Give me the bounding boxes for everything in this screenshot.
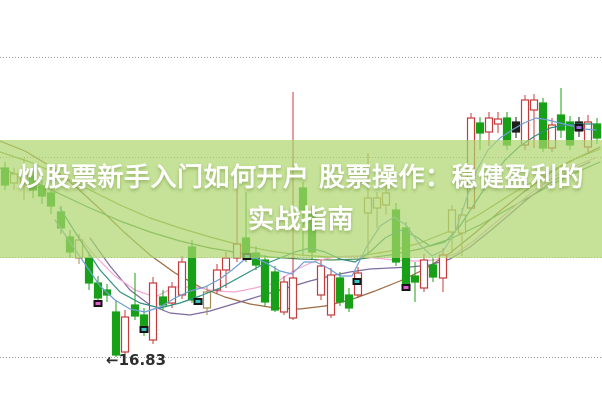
candle-body [493,118,503,125]
candle-body [410,275,420,283]
headline-line-1: 炒股票新手入门如何开户 股票操作：稳健盈利的 [17,163,585,193]
candle-body [326,274,336,316]
candle-body [260,259,270,303]
candle-body [316,265,326,296]
ma-blue [54,117,597,313]
candle-body [221,257,231,271]
candle-body [167,286,177,304]
candle-body [202,291,212,309]
signal-marker-dot [195,300,201,303]
signal-marker-dot [576,126,582,129]
signal-marker-dot [403,286,409,289]
signal-marker-dot [141,328,147,331]
candle-body [288,277,298,319]
candle-body [148,282,158,341]
candle-body [93,282,103,299]
candle-body [428,264,438,278]
candle-body [279,281,289,313]
signal-marker-dot [354,280,360,283]
candle-body [344,294,354,309]
candle-body [475,122,485,134]
candle-body [419,259,429,289]
headline-overlay-banner: 炒股票新手入门如何开户 股票操作：稳健盈利的 实战指南 [0,140,602,258]
headline-line-2: 实战指南 [247,205,354,235]
candle-body [120,316,130,353]
candle-body [335,277,345,303]
candle-body [592,123,602,139]
low-price-annotation: ←16.83 [106,351,167,369]
candle-body [529,99,539,111]
candle-body [177,261,187,296]
candle-body [438,254,448,279]
candle-body [484,117,494,133]
candle-body [270,271,280,311]
signal-marker-dot [95,302,101,305]
candle-body [111,311,121,356]
